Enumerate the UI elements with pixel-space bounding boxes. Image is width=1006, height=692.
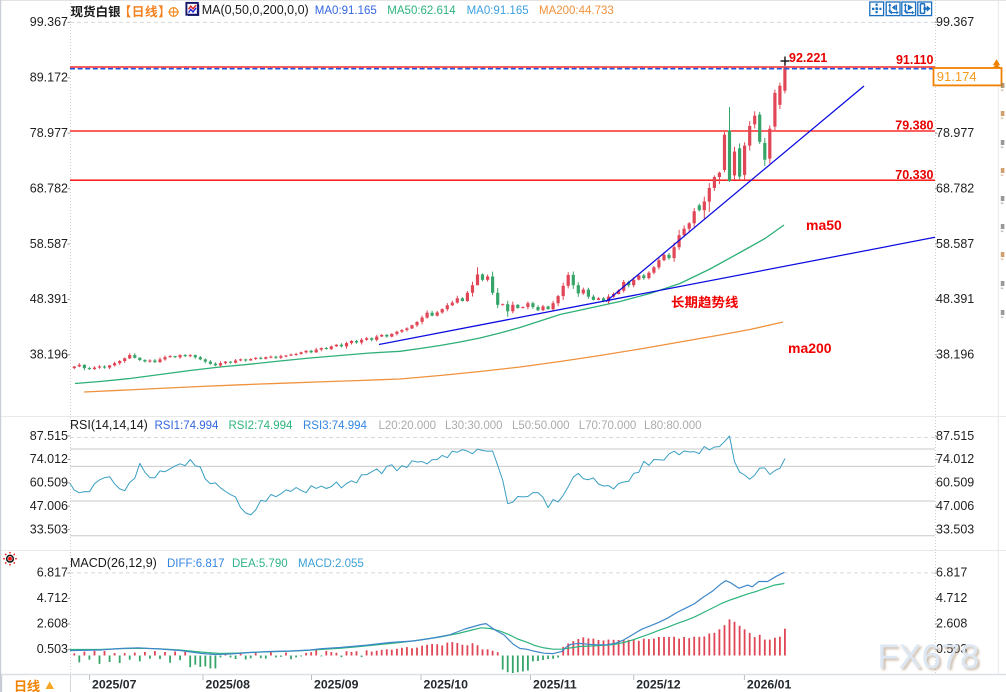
svg-text:MACD(26,12,9): MACD(26,12,9) [70,556,157,570]
svg-text:79.380: 79.380 [895,119,933,133]
svg-text:MACD:2.055: MACD:2.055 [298,558,364,570]
svg-text:70.330: 70.330 [895,168,933,182]
svg-text:6.817: 6.817 [37,566,68,580]
svg-text:DEA:5.790: DEA:5.790 [232,558,288,570]
svg-text:74.012: 74.012 [936,452,974,466]
svg-text:RSI1:74.994: RSI1:74.994 [155,420,220,432]
svg-text:78.977: 78.977 [936,126,974,140]
svg-text:87.515: 87.515 [30,429,68,443]
svg-text:4.712: 4.712 [936,591,967,605]
svg-text:33.503: 33.503 [30,522,68,536]
svg-text:68.782: 68.782 [936,181,974,195]
svg-text:RSI3:74.994: RSI3:74.994 [303,420,368,432]
svg-text:L50:50.000: L50:50.000 [512,420,570,432]
svg-text:ma50: ma50 [806,217,842,233]
svg-text:RSI2:74.994: RSI2:74.994 [229,420,294,432]
svg-text:0.503: 0.503 [37,642,68,656]
svg-text:FX678: FX678 [878,638,980,676]
svg-text:91.110: 91.110 [896,53,934,67]
svg-text:58.587: 58.587 [936,237,974,251]
svg-text:47.006: 47.006 [30,499,68,513]
svg-text:MA(0,50,0,200,0,0): MA(0,50,0,200,0,0) [202,3,309,17]
svg-text:L70:70.000: L70:70.000 [579,420,637,432]
svg-text:2.608: 2.608 [37,617,68,631]
svg-text:ma200: ma200 [788,340,832,356]
svg-text:58.587: 58.587 [30,237,68,251]
svg-text:L30:30.000: L30:30.000 [445,420,503,432]
svg-text:MA200:44.733: MA200:44.733 [539,5,614,17]
svg-text:MA0:91.165: MA0:91.165 [467,5,529,17]
svg-text:2.608: 2.608 [936,617,967,631]
svg-text:MA0:91.165: MA0:91.165 [315,5,377,17]
svg-text:DIFF:6.817: DIFF:6.817 [167,558,225,570]
svg-text:L20:20.000: L20:20.000 [379,420,437,432]
svg-text:92.221: 92.221 [789,51,827,65]
svg-text:48.391: 48.391 [936,292,974,306]
svg-text:91.174: 91.174 [937,69,977,84]
svg-text:2026/01: 2026/01 [747,678,792,692]
svg-text:99.367: 99.367 [30,15,68,29]
svg-text:60.509: 60.509 [30,476,68,490]
svg-text:38.196: 38.196 [30,348,68,362]
svg-text:78.977: 78.977 [30,126,68,140]
svg-text:6.817: 6.817 [936,566,967,580]
svg-text:2025/12: 2025/12 [636,678,681,692]
svg-text:2025/07: 2025/07 [92,678,137,692]
svg-text:74.012: 74.012 [30,452,68,466]
svg-text:2025/11: 2025/11 [533,678,577,692]
svg-text:47.006: 47.006 [936,499,974,513]
svg-text:38.196: 38.196 [936,348,974,362]
svg-text:48.391: 48.391 [30,292,68,306]
svg-text:2025/10: 2025/10 [424,678,469,692]
svg-text:RSI(14,14,14): RSI(14,14,14) [70,418,148,432]
svg-text:FX678: FX678 [880,640,982,678]
svg-text:87.515: 87.515 [936,429,974,443]
svg-text:4.712: 4.712 [37,591,68,605]
svg-text:MA50:62.614: MA50:62.614 [387,5,456,17]
svg-text:L80:80.000: L80:80.000 [644,420,702,432]
svg-text:2025/08: 2025/08 [206,678,251,692]
svg-text:68.782: 68.782 [30,181,68,195]
svg-text:60.509: 60.509 [936,476,974,490]
svg-text:33.503: 33.503 [936,522,974,536]
svg-text:2025/09: 2025/09 [314,678,359,692]
svg-text:99.367: 99.367 [936,15,974,29]
svg-text:89.172: 89.172 [30,71,68,85]
svg-text:0.503: 0.503 [936,642,967,656]
